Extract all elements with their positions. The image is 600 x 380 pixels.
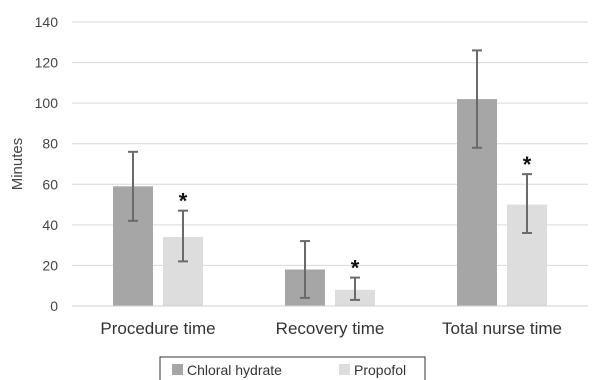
legend-swatch bbox=[339, 364, 350, 375]
error-bars bbox=[128, 49, 532, 301]
error-bar bbox=[522, 173, 532, 234]
category-labels: Procedure time Recovery time Total nurse t… bbox=[100, 319, 562, 338]
y-tick-label: 80 bbox=[42, 136, 58, 152]
legend-label: Chloral hydrate bbox=[187, 362, 282, 378]
significance-markers: * * * bbox=[179, 152, 532, 280]
error-bar bbox=[300, 240, 310, 299]
y-tick-label: 40 bbox=[42, 217, 58, 233]
y-tick-label: 60 bbox=[42, 176, 58, 192]
legend-box bbox=[159, 356, 426, 380]
significance-asterisk: * bbox=[179, 189, 188, 214]
legend: Chloral hydrate Propofol bbox=[159, 356, 426, 380]
y-tick-label: 20 bbox=[42, 257, 58, 273]
y-tick-label: 100 bbox=[35, 95, 59, 111]
y-tick-label: 0 bbox=[50, 298, 58, 314]
significance-asterisk: * bbox=[523, 152, 532, 177]
legend-label: Propofol bbox=[354, 362, 406, 378]
error-bar bbox=[350, 276, 360, 301]
y-tick-label: 140 bbox=[35, 14, 59, 30]
y-tick-label: 120 bbox=[35, 55, 59, 71]
error-bar bbox=[178, 209, 188, 263]
x-category-label: Total nurse time bbox=[442, 319, 562, 338]
significance-asterisk: * bbox=[351, 256, 360, 281]
x-category-label: Procedure time bbox=[100, 319, 215, 338]
y-axis-title: Minutes bbox=[9, 138, 26, 191]
error-bar bbox=[128, 150, 138, 222]
gridlines bbox=[72, 21, 588, 266]
error-bar bbox=[472, 49, 482, 149]
legend-swatch bbox=[172, 364, 183, 375]
x-category-label: Recovery time bbox=[276, 319, 385, 338]
y-axis-ticks: 0 20 40 60 80 100 120 140 bbox=[35, 14, 59, 314]
